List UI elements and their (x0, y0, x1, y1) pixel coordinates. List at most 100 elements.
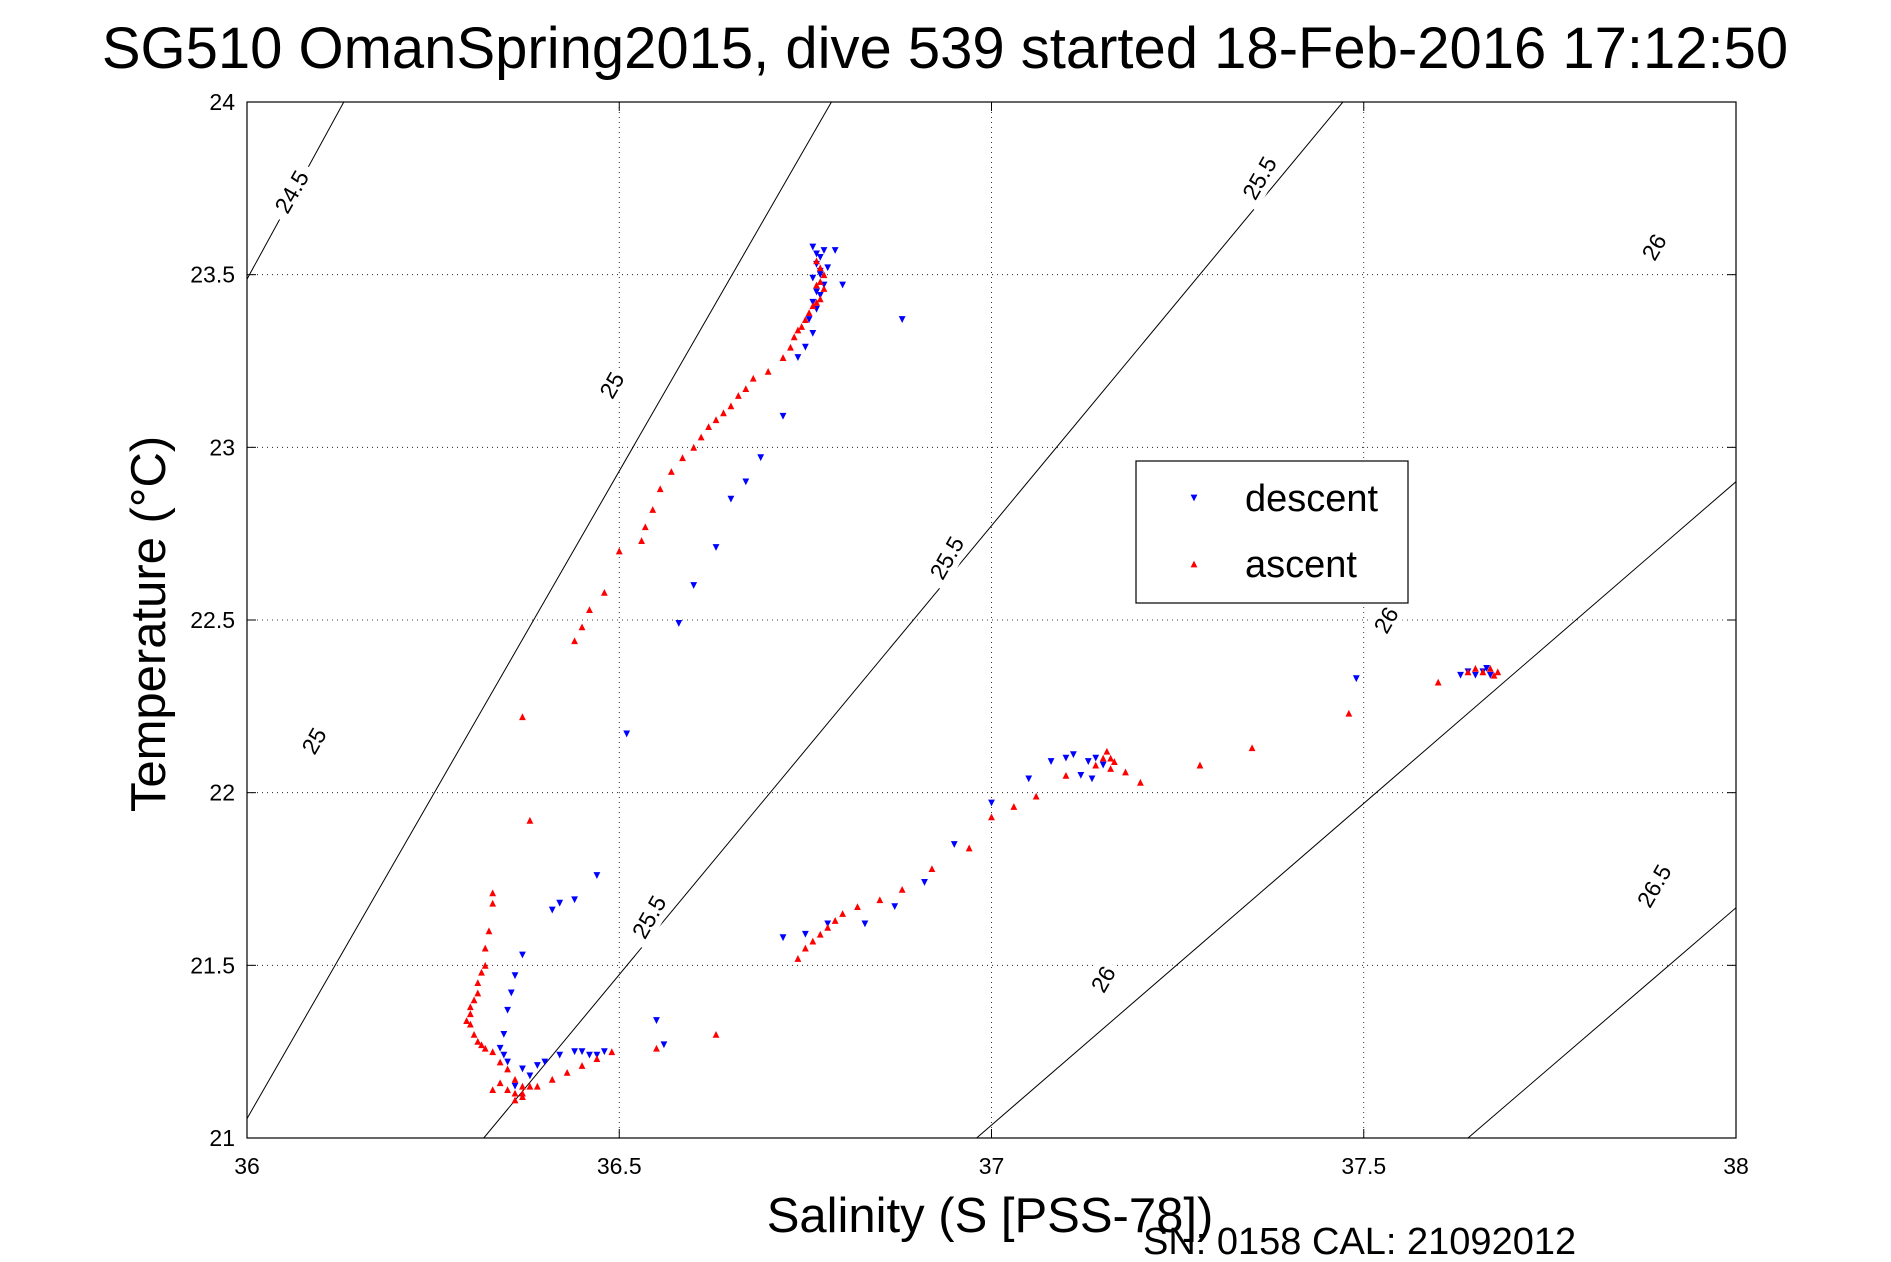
x-tick-label: 36 (234, 1153, 260, 1179)
ascent-point (641, 523, 649, 531)
contour-label-bg (1365, 598, 1407, 642)
ascent-point (794, 955, 802, 962)
descent-point (623, 730, 631, 738)
series-descent (496, 243, 1494, 1090)
descent-point (1088, 775, 1096, 783)
descent-point (712, 544, 720, 551)
descent-point (794, 354, 802, 361)
ascent-point (1107, 754, 1115, 762)
descent-point (653, 1017, 660, 1024)
descent-point (504, 1058, 511, 1066)
descent-point (507, 989, 515, 997)
ascent-point (489, 899, 497, 907)
y-tick-label: 21.5 (190, 952, 235, 978)
ascent-point (790, 333, 798, 341)
ascent-point (794, 326, 802, 334)
descent-point (813, 288, 820, 296)
legend-label-ascent: ascent (1245, 544, 1357, 586)
descent-point (727, 495, 735, 503)
ascent-point (478, 968, 485, 976)
descent-point (779, 412, 787, 420)
ascent-point (519, 1093, 526, 1100)
ascent-point (831, 917, 839, 924)
ascent-point (496, 1079, 504, 1087)
ascent-point (511, 1075, 519, 1083)
legend: descent ascent (1135, 460, 1409, 604)
ascent-point (813, 298, 820, 306)
axis-ticks: 36 36.5 37 37.5 38 21 21.5 22 22.5 23 23.5 24 (190, 89, 1749, 1179)
ascent-point (1110, 758, 1118, 765)
ascent-point (496, 1058, 504, 1066)
descent-point (1352, 675, 1360, 683)
descent-point (1483, 664, 1490, 672)
descent-point (816, 271, 824, 279)
ascent-point (638, 537, 645, 544)
ascent-point (787, 343, 794, 351)
descent-point (824, 264, 832, 272)
descent-point (593, 872, 601, 879)
ascent-point (742, 385, 750, 393)
descent-point (831, 247, 839, 254)
ascent-point (816, 930, 824, 938)
descent-point (1069, 751, 1077, 759)
ascent-point (965, 844, 973, 852)
ascent-point (820, 271, 828, 279)
descent-point (1486, 671, 1494, 679)
ascent-point (720, 409, 727, 417)
y-tick-label: 23.5 (190, 262, 235, 288)
ascent-point (805, 309, 813, 317)
contour-label-bg (1633, 225, 1675, 269)
ascent-point (734, 392, 742, 399)
ascent-point (690, 443, 698, 451)
ascent-point (705, 423, 712, 431)
descent-point (839, 281, 846, 289)
descent-point (813, 250, 820, 258)
ascent-point (489, 1086, 497, 1094)
ascent-point (511, 1089, 519, 1097)
ascent-point (816, 278, 824, 285)
ascent-point (813, 281, 820, 289)
legend-box (1135, 460, 1409, 604)
ascent-point (712, 1031, 720, 1038)
descent-point (571, 896, 578, 904)
ascent-point (801, 316, 809, 323)
contour-label: 26.5 (1627, 852, 1682, 919)
ascent-point (1472, 664, 1479, 672)
descent-point (1457, 671, 1464, 679)
descent-point (1062, 754, 1070, 762)
legend-entry-descent: descent (1190, 478, 1379, 520)
descent-point (801, 343, 809, 351)
ascent-point (466, 1003, 474, 1011)
descent-point (496, 1044, 504, 1052)
ascent-point (1062, 772, 1070, 779)
descent-point (809, 274, 817, 282)
descent-point (519, 951, 526, 959)
ascent-point (798, 323, 806, 330)
descent-point (816, 254, 824, 261)
ascent-point (820, 285, 828, 292)
ascent-point (466, 1010, 474, 1018)
ascent-point (470, 996, 478, 1004)
ascent-point (1010, 803, 1018, 810)
ascent-point (571, 637, 578, 645)
descent-point (571, 1048, 578, 1056)
contour-label: 26 (1365, 598, 1407, 642)
ascent-point (474, 979, 482, 986)
descent-point (891, 903, 899, 911)
ascent-point (519, 1082, 526, 1090)
ascent-point (1345, 709, 1353, 717)
ascent-point (1137, 778, 1144, 786)
descent-point (742, 478, 750, 486)
descent-point (600, 1048, 608, 1056)
ascent-point (988, 813, 995, 821)
y-tick-label: 23 (209, 434, 235, 460)
y-tick-label: 21 (209, 1125, 235, 1151)
density-contour-line (1467, 907, 1736, 1138)
ascent-point (898, 885, 906, 893)
ascent-point (489, 889, 497, 897)
contour-label: 25.5 (919, 524, 974, 591)
ascent-point (764, 367, 772, 375)
ascent-point (928, 865, 936, 873)
ascent-point (615, 547, 623, 555)
ascent-point (1099, 754, 1107, 762)
